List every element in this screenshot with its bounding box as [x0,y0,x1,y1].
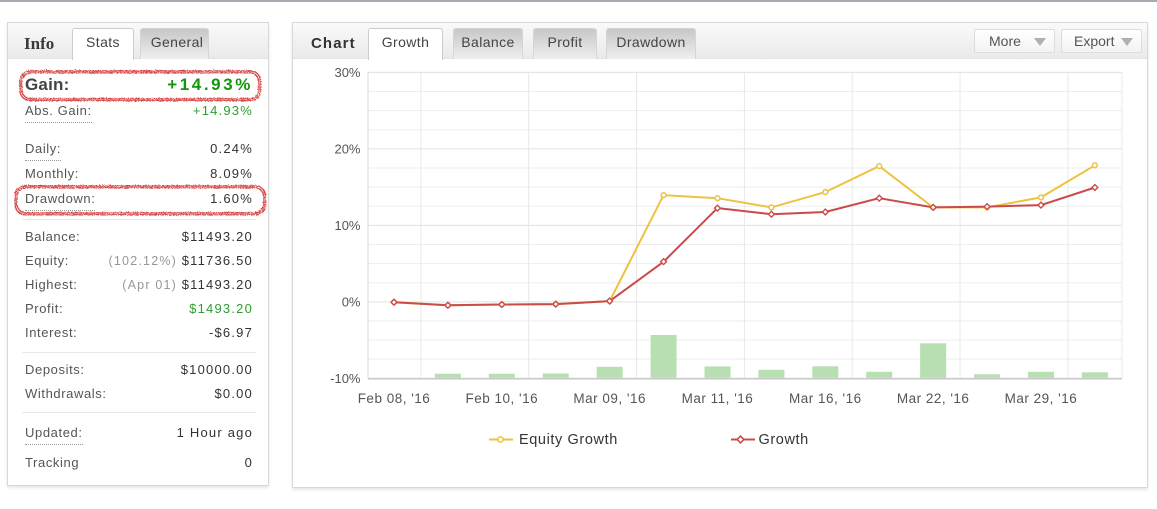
svg-text:Growth: Growth [759,432,809,448]
svg-text:20%: 20% [334,141,360,156]
svg-text:-10%: -10% [330,371,361,386]
svg-text:30%: 30% [334,65,360,80]
svg-text:Mar 11, '16: Mar 11, '16 [682,391,754,406]
svg-text:Mar 29, '16: Mar 29, '16 [1005,391,1078,406]
svg-text:Mar 22, '16: Mar 22, '16 [897,391,970,406]
svg-text:0%: 0% [342,294,361,309]
svg-text:Mar 09, '16: Mar 09, '16 [573,391,646,406]
svg-text:Feb 08, '16: Feb 08, '16 [358,391,431,406]
svg-text:Equity Growth: Equity Growth [519,432,618,448]
svg-text:10%: 10% [334,218,360,233]
svg-text:Feb 10, '16: Feb 10, '16 [466,391,539,406]
svg-text:Mar 16, '16: Mar 16, '16 [789,391,862,406]
